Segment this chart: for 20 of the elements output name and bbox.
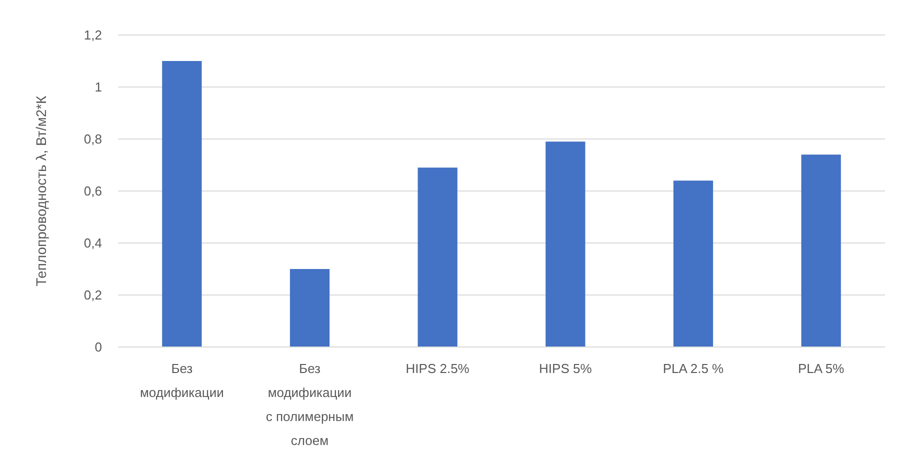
bar [418, 168, 458, 347]
bar [801, 154, 841, 347]
y-tick-label: 0,4 [84, 236, 102, 251]
x-tick-label: Без модификации [140, 361, 224, 400]
x-tick-label: HIPS 5% [539, 361, 592, 376]
x-tick-label: Без модификации с полимерным слоем [266, 361, 354, 448]
y-axis-title: Теплопроводность λ, Вт/м2*К [33, 94, 49, 286]
bar [546, 142, 586, 347]
bar [162, 61, 202, 347]
x-tick-label: PLA 5% [798, 361, 845, 376]
y-tick-label: 0,2 [84, 288, 102, 303]
y-tick-label: 0 [94, 340, 102, 355]
y-tick-label: 0,8 [84, 132, 102, 147]
x-tick-label: HIPS 2.5% [406, 361, 470, 376]
x-tick-label: PLA 2.5 % [662, 361, 724, 376]
y-tick-label: 1,2 [84, 28, 102, 43]
bar [673, 180, 714, 347]
y-tick-label: 0,6 [84, 184, 102, 199]
y-tick-label: 1 [94, 80, 102, 95]
bar [290, 269, 330, 347]
